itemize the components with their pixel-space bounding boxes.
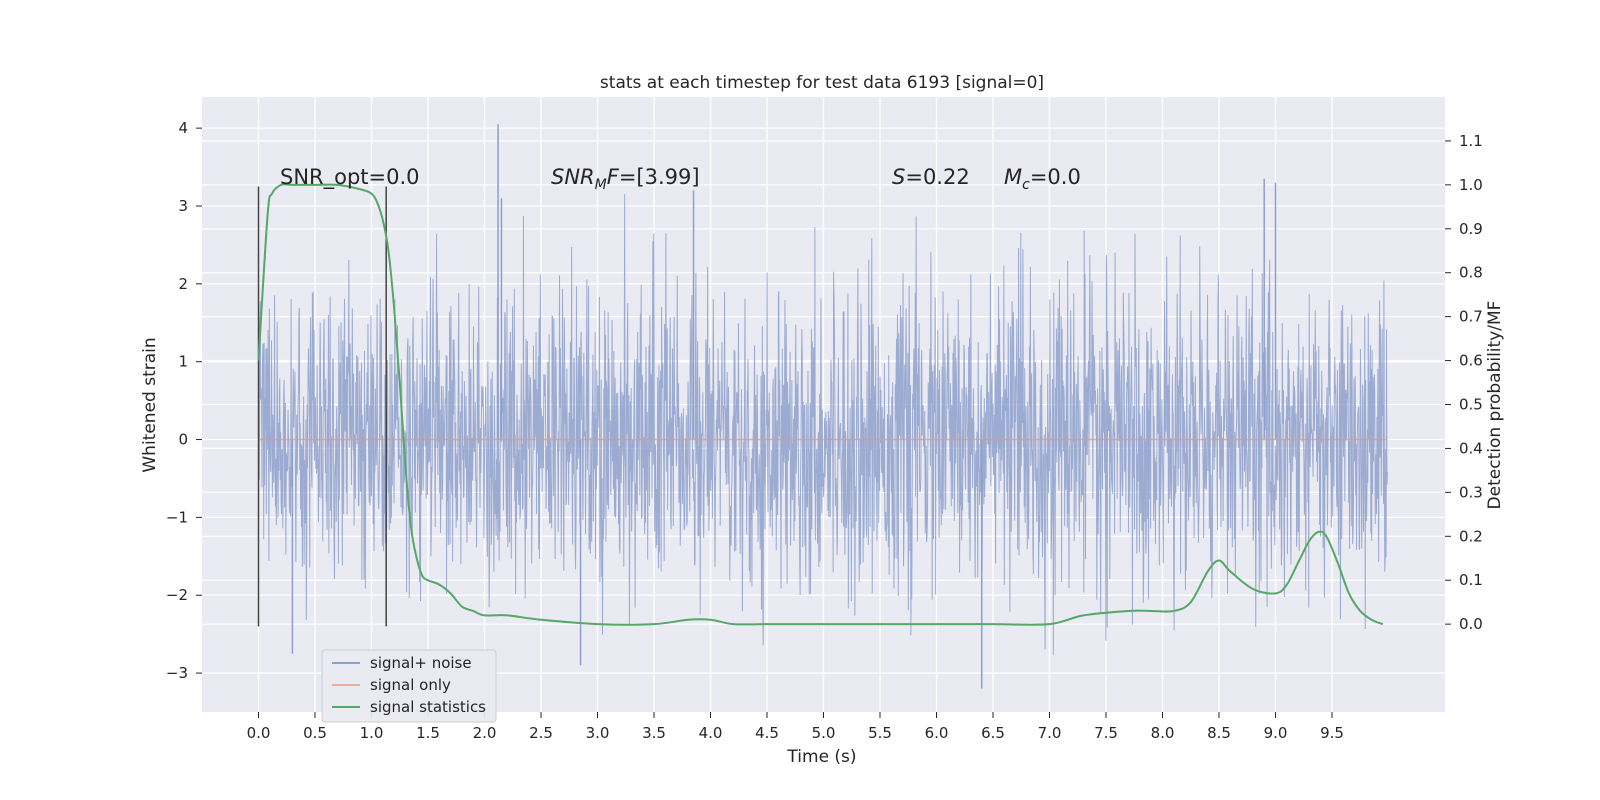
x-tick-label: 5.5: [868, 724, 892, 742]
chart-title: stats at each timestep for test data 619…: [600, 73, 1044, 93]
y2-tick-label: 0.7: [1459, 308, 1483, 326]
legend-box: [321, 649, 497, 723]
x-tick-label: 0.5: [303, 724, 327, 742]
x-tick-label: 6.0: [925, 724, 949, 742]
x-tick-label: 2.5: [529, 724, 553, 742]
y-tick-label: 0: [178, 431, 188, 449]
y2-axis-label: Detection probability/MF: [1485, 301, 1505, 510]
x-tick-label: 3.0: [586, 724, 610, 742]
signal-noise-line: [258, 194, 1388, 655]
y2-tick-label: 1.0: [1459, 176, 1483, 194]
annotation-snr-mf: SNRMF=[3.99]: [551, 165, 700, 193]
x-tick-label: 3.5: [642, 724, 666, 742]
y2-tick-label: 0.6: [1459, 352, 1483, 370]
y-tick-label: −2: [166, 586, 188, 604]
y-tick-label: −3: [166, 664, 188, 682]
x-tick-label: 9.0: [1264, 724, 1288, 742]
annotation-s: S=0.22: [892, 165, 970, 189]
series-marks: [257, 183, 1388, 627]
y2-tick-label: 1.1: [1459, 132, 1483, 150]
y-tick-label: 2: [178, 275, 188, 293]
annotation-snr-opt: SNR_opt=0.0: [280, 165, 420, 190]
tick-labels: 0.0 0.5 1.0 1.5 2.0 2.5 3.0 3.5 4.0 4.5 5.0 5.5 6.0 6…: [166, 119, 1483, 742]
x-tick-label: 6.5: [981, 724, 1005, 742]
annotation-mc: Mc=0.0: [1004, 165, 1081, 193]
x-tick-label: 0.0: [247, 724, 271, 742]
signal-noise-series: [258, 124, 1388, 689]
y2-tick-label: 0.2: [1459, 527, 1483, 545]
y2-tick-label: 0.4: [1459, 439, 1483, 457]
y2-tick-label: 0.0: [1459, 615, 1483, 633]
x-tick-label: 7.5: [1094, 724, 1118, 742]
y2-tick-label: 0.9: [1459, 220, 1483, 238]
x-tick-label: 8.0: [1151, 724, 1175, 742]
x-tick-label: 7.0: [1038, 724, 1062, 742]
x-tick-label: 1.0: [360, 724, 384, 742]
y-tick-label: 3: [178, 197, 188, 215]
y2-tick-label: 0.1: [1459, 571, 1483, 589]
y-tick-label: 1: [178, 353, 188, 371]
x-tick-label: 1.5: [416, 724, 440, 742]
legend-entry-stats: signal statistics: [370, 698, 486, 716]
x-tick-label: 5.0: [812, 724, 836, 742]
x-tick-label: 4.5: [755, 724, 779, 742]
x-tick-label: 2.0: [473, 724, 497, 742]
signal-statistics-line: [257, 183, 1384, 626]
x-tick-label: 9.5: [1320, 724, 1344, 742]
x-tick-label: 8.5: [1207, 724, 1231, 742]
y2-tick-label: 0.8: [1459, 264, 1483, 282]
legend-entry-noise: signal+ noise: [370, 654, 472, 672]
legend-entry-signal: signal only: [370, 676, 451, 694]
y-tick-label: 4: [178, 119, 188, 137]
y2-tick-label: 0.3: [1459, 483, 1483, 501]
x-tick-label: 4.0: [699, 724, 723, 742]
y2-tick-label: 0.5: [1459, 396, 1483, 414]
y-axis-label: Whitened strain: [140, 337, 160, 472]
y-tick-label: −1: [166, 508, 188, 526]
x-axis-label: Time (s): [786, 747, 856, 767]
legend: signal+ noise signal only signal statist…: [321, 649, 497, 723]
